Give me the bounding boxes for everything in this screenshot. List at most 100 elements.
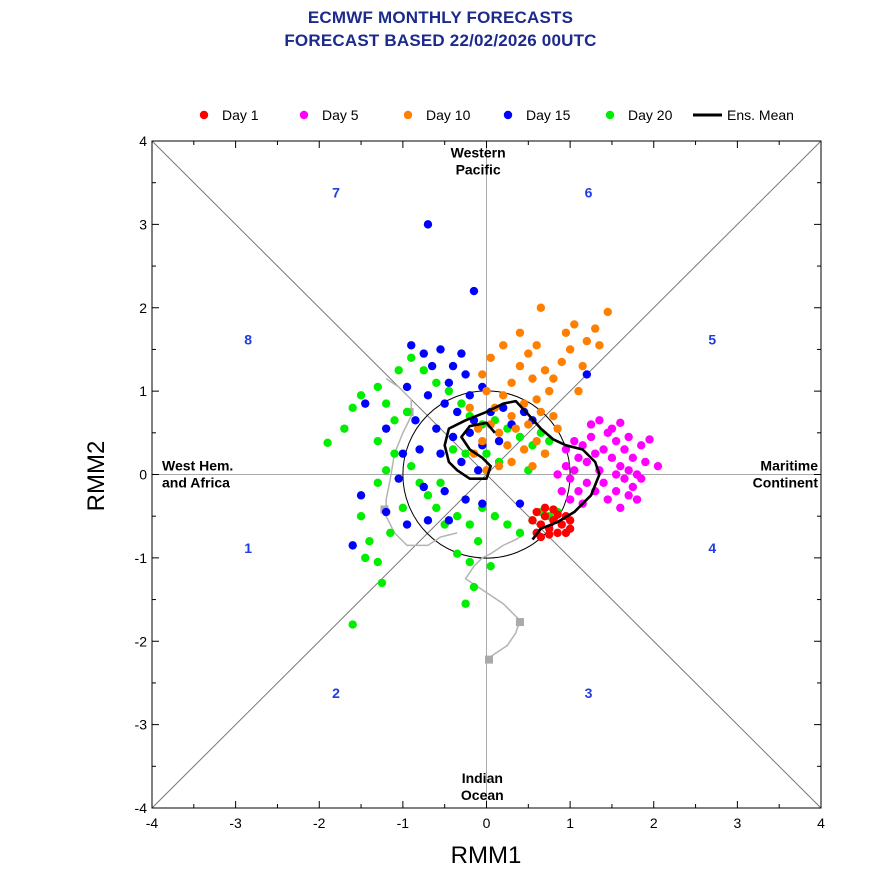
data-point-day-15 (348, 541, 357, 550)
data-point-day-20 (407, 353, 416, 362)
data-point-day-10 (532, 395, 541, 404)
data-point-day-5 (595, 416, 604, 425)
data-point-day-15 (448, 361, 458, 371)
phase-label-1: 1 (244, 540, 252, 556)
y-tick-label: 3 (139, 216, 147, 232)
data-point-day-15 (469, 286, 479, 296)
data-point-day-5 (624, 491, 633, 500)
phase-label-8: 8 (244, 331, 252, 347)
data-point-day-20 (361, 553, 370, 563)
region-label-western-pacific: Pacific (456, 162, 501, 178)
data-point-day-10 (570, 320, 579, 329)
data-point-day-20 (373, 382, 382, 392)
data-point-day-15 (494, 436, 504, 446)
x-tick-label: 4 (817, 815, 825, 831)
ensemble-mean-line (443, 399, 601, 541)
y-tick-label: 4 (139, 133, 147, 149)
data-point-day-15 (440, 399, 449, 408)
legend-label-day-10: Day 10 (426, 107, 471, 123)
x-tick-label: -1 (397, 815, 410, 831)
data-point-day-10 (524, 420, 533, 429)
data-point-day-20 (377, 578, 387, 588)
data-point-day-10 (499, 341, 508, 350)
data-point-day-10 (478, 370, 487, 379)
data-point-day-20 (453, 511, 462, 521)
data-point-day-10 (482, 386, 491, 396)
data-point-day-15 (457, 349, 466, 358)
data-point-day-10 (515, 361, 525, 371)
data-point-day-10 (574, 386, 583, 396)
data-point-day-10 (557, 357, 566, 367)
data-point-day-10 (494, 461, 504, 471)
data-point-day-10 (515, 328, 525, 337)
data-point-day-15 (436, 345, 445, 354)
data-point-day-10 (545, 386, 554, 396)
legend-label-day-20: Day 20 (628, 107, 673, 123)
chart-title-line2: FORECAST BASED 22/02/2026 00UTC (284, 31, 597, 50)
y-tick-label: 2 (139, 300, 147, 316)
data-point-day-20 (402, 407, 412, 417)
legend-label-ens-mean: Ens. Mean (727, 107, 794, 123)
data-point-day-5 (574, 486, 583, 496)
data-point-day-15 (381, 507, 391, 517)
data-point-day-20 (407, 461, 416, 471)
data-point-day-10 (553, 424, 562, 433)
data-point-day-5 (641, 457, 650, 467)
data-point-day-15 (440, 486, 449, 496)
data-point-day-20 (473, 537, 483, 546)
data-point-day-10 (511, 424, 520, 433)
data-point-day-15 (423, 516, 433, 525)
data-point-day-5 (553, 470, 562, 479)
data-point-day-5 (557, 486, 566, 496)
data-point-day-10 (549, 411, 558, 421)
data-point-day-10 (536, 303, 546, 312)
data-point-day-20 (365, 537, 374, 546)
data-point-day-5 (582, 478, 592, 488)
data-point-day-20 (390, 416, 399, 425)
data-point-day-1 (553, 510, 562, 519)
data-point-day-15 (465, 391, 474, 400)
data-point-day-10 (519, 399, 529, 408)
data-point-day-15 (461, 495, 470, 504)
data-point-day-10 (486, 353, 495, 362)
data-point-day-15 (411, 416, 420, 425)
data-point-day-5 (565, 495, 575, 504)
data-point-day-20 (465, 557, 474, 567)
data-point-day-5 (632, 495, 642, 504)
data-point-day-10 (603, 307, 612, 317)
data-point-day-5 (611, 470, 621, 479)
data-point-day-15 (419, 349, 428, 358)
observed-track-line (464, 533, 525, 661)
data-point-day-5 (607, 453, 617, 463)
x-tick-label: -4 (146, 815, 159, 831)
data-point-day-5 (561, 445, 571, 454)
x-axis-label: RMM1 (451, 842, 522, 869)
data-point-day-5 (586, 432, 596, 442)
observed-track-marker (515, 618, 524, 627)
data-point-day-1 (545, 530, 554, 539)
data-point-day-15 (398, 449, 408, 458)
data-point-day-15 (444, 516, 454, 525)
data-point-day-5 (561, 461, 571, 471)
data-point-day-15 (415, 445, 424, 454)
data-point-day-20 (490, 511, 500, 521)
data-point-day-10 (561, 328, 571, 337)
data-point-day-5 (586, 420, 596, 429)
data-point-day-10 (519, 445, 529, 454)
data-point-day-15 (361, 399, 370, 408)
x-tick-label: 2 (650, 815, 658, 831)
data-point-day-20 (486, 562, 495, 571)
region-label-indian-ocean: Ocean (461, 787, 504, 803)
legend: Day 1 Day 5 Day 10 Day 15 Day 20 Ens. Mean (199, 107, 794, 123)
data-point-day-5 (624, 466, 633, 475)
region-label-maritime-continent: Maritime (760, 457, 818, 473)
data-point-day-15 (423, 391, 433, 400)
observed-track-line (385, 377, 458, 547)
observed-track-marker (485, 655, 494, 664)
data-point-day-10 (528, 374, 537, 383)
data-point-day-20 (432, 378, 441, 387)
data-point-day-5 (620, 445, 629, 454)
data-point-day-10 (540, 366, 550, 375)
data-point-day-20 (381, 466, 391, 475)
